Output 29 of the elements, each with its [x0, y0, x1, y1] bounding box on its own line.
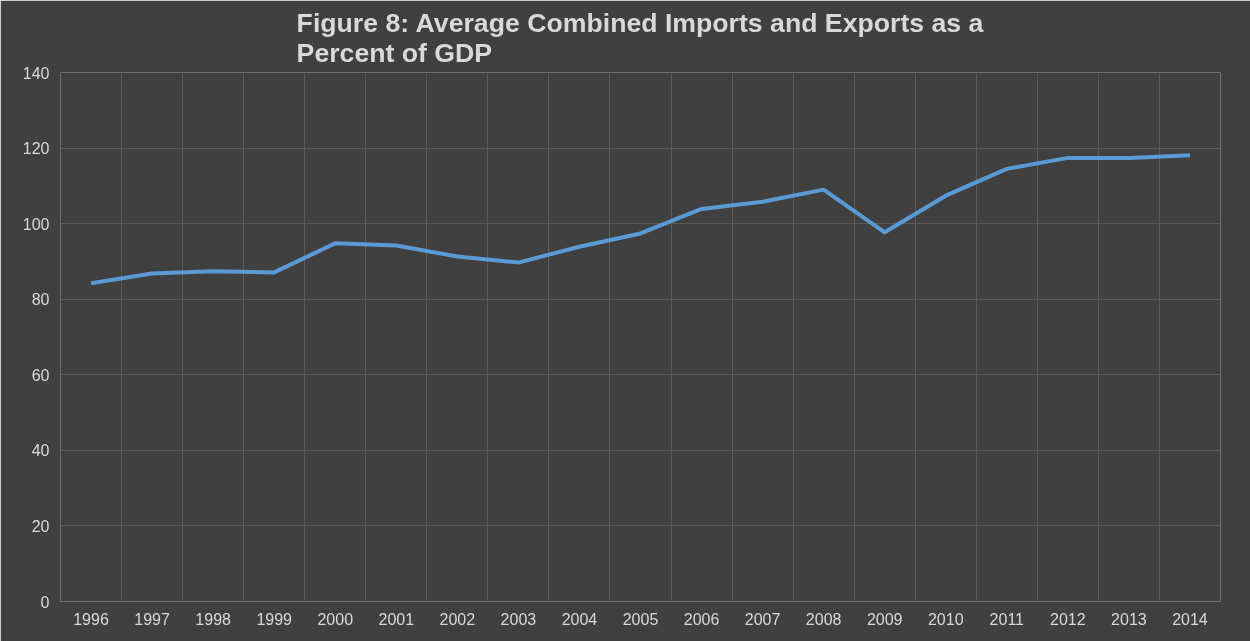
x-tick-label: 2003	[500, 610, 537, 628]
x-tick-label: 2004	[561, 610, 598, 628]
y-tick-label: 120	[22, 140, 50, 158]
x-tick-label: 2005	[622, 610, 659, 628]
y-tick-label: 20	[31, 517, 50, 535]
y-tick-label: 0	[40, 593, 50, 611]
x-tick-label: 2012	[1050, 610, 1086, 628]
x-tick-label: 2011	[989, 610, 1025, 628]
y-tick-label: 100	[22, 215, 50, 233]
x-tick-label: 1996	[73, 610, 109, 628]
x-tick-label: 2008	[805, 610, 842, 628]
x-tick-label: 2013	[1111, 610, 1147, 628]
y-tick-label: 60	[31, 366, 50, 384]
y-tick-label: 40	[31, 442, 50, 460]
line-series	[89, 153, 1192, 286]
x-tick-label: 2009	[866, 610, 903, 628]
x-tick-label: 2001	[378, 610, 415, 628]
x-tick-label: 2014	[1172, 610, 1208, 628]
x-tick-label: 1999	[256, 610, 293, 628]
x-tick-label: 2000	[317, 610, 354, 628]
x-tick-label: 1998	[195, 610, 232, 628]
x-tick-label: 2006	[683, 610, 720, 628]
y-tick-label: 140	[22, 64, 50, 82]
x-tick-label: 2010	[927, 610, 964, 628]
y-tick-label: 80	[31, 291, 50, 309]
chart-title: Figure 8: Average Combined Imports and Exports as a Percent of GDP	[296, 7, 984, 68]
x-tick-label: 1997	[134, 610, 170, 628]
x-tick-label: 2007	[744, 610, 781, 628]
x-tick-label: 2002	[439, 610, 476, 628]
